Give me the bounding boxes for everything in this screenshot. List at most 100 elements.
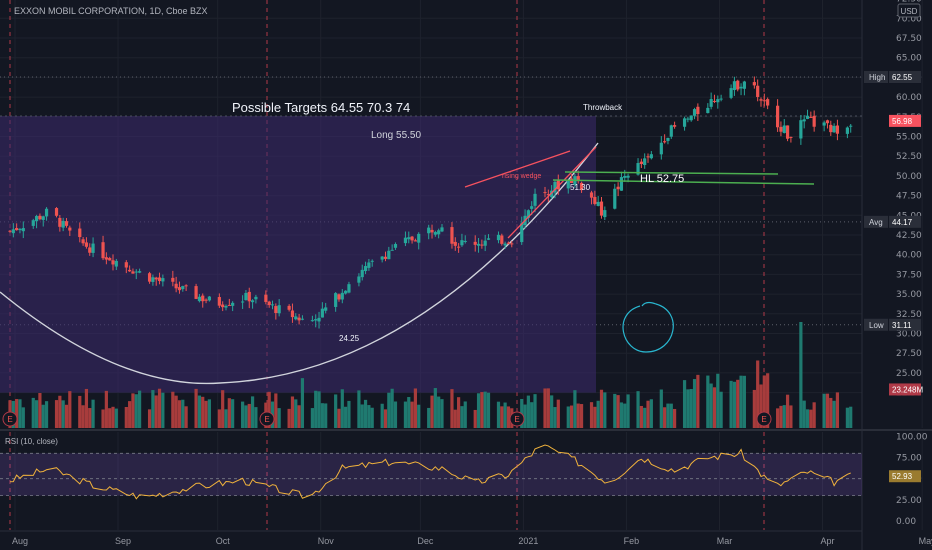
volume-bar	[716, 373, 720, 428]
candle-body	[849, 125, 853, 127]
volume-bar	[486, 392, 491, 428]
candle-body	[277, 305, 281, 314]
volume-bar	[782, 405, 786, 428]
earnings-marker-icon	[756, 411, 772, 427]
candle-body	[476, 243, 481, 246]
volume-bar	[61, 400, 65, 428]
candle-body	[340, 292, 344, 300]
price-tick: 47.50	[896, 192, 922, 202]
candle-body	[669, 125, 673, 137]
candle-body	[403, 237, 408, 244]
candle-body	[344, 290, 348, 294]
currency-badge[interactable]: USD	[897, 3, 921, 18]
candle-body	[626, 175, 630, 178]
volume-bar	[849, 406, 853, 428]
wedge-upper-line	[464, 150, 571, 188]
volume-bar	[31, 397, 35, 428]
candle-body	[174, 283, 178, 289]
candle-body	[244, 292, 248, 301]
volume-bar	[603, 392, 607, 428]
candle-body	[646, 156, 650, 158]
volume-bar	[91, 399, 95, 428]
candle-body	[370, 260, 374, 262]
rsi-label: RSI (10, close)	[5, 437, 58, 446]
candle-body	[104, 257, 108, 260]
candle-body	[782, 125, 786, 133]
candle-body	[506, 242, 511, 244]
volume-bar	[337, 408, 341, 428]
candle-body	[11, 229, 15, 234]
candle-body	[673, 125, 677, 127]
candle-body	[18, 229, 22, 231]
candle-body	[15, 228, 19, 231]
candle-body	[543, 192, 547, 194]
price-tag-bg	[889, 71, 921, 84]
volume-bar	[822, 393, 826, 428]
price-tick: 72.50	[896, 0, 922, 5]
candle-body	[496, 234, 501, 241]
volume-bar	[673, 408, 677, 428]
volume-bar	[68, 391, 72, 428]
candle-body	[430, 229, 434, 233]
candle-body	[410, 236, 414, 241]
candle-body	[835, 125, 840, 134]
volume-bar	[812, 402, 816, 428]
candle-body	[809, 116, 813, 118]
candle-body	[407, 237, 411, 240]
candle-body	[317, 317, 321, 322]
candle-body	[367, 262, 371, 268]
volume-bar	[15, 399, 19, 428]
volume-bar	[706, 375, 710, 428]
candle-body	[576, 176, 580, 182]
rsi-tick: 100.00	[896, 432, 928, 442]
price-tag-name-bg	[864, 318, 888, 331]
volume-bar	[393, 401, 398, 428]
volume-bar	[712, 387, 717, 428]
candle-body	[134, 271, 138, 273]
hl-annotation: HL 52.75	[640, 173, 684, 185]
candle-body	[181, 286, 185, 290]
candle-body	[742, 81, 746, 89]
price-tick: 35.00	[896, 290, 922, 300]
time-label: Nov	[318, 536, 335, 546]
price-tick: 70.00	[896, 14, 922, 24]
candle-body	[526, 210, 530, 218]
volume-bar	[460, 406, 464, 428]
volume-bar	[88, 408, 92, 428]
price-tag-name-bg	[864, 71, 888, 84]
candle-body	[294, 316, 298, 320]
volume-bar	[433, 388, 437, 428]
volume-bar	[566, 406, 570, 428]
candle-body	[334, 293, 338, 307]
volume-bar	[736, 379, 740, 428]
candle-body	[254, 296, 258, 300]
volume-bar	[81, 405, 85, 428]
volume-bar	[450, 389, 454, 428]
volume-bar	[124, 406, 128, 428]
candle-body	[739, 86, 743, 89]
volume-bar	[692, 379, 697, 428]
candle-body	[357, 276, 361, 283]
volume-bar	[779, 405, 783, 428]
volume-bar	[78, 395, 82, 428]
candle-body	[579, 182, 584, 191]
candle-body	[682, 118, 687, 127]
candle-body	[297, 317, 301, 321]
currency-label: USD	[901, 7, 918, 16]
candle-body	[347, 284, 351, 293]
volume-bar	[324, 403, 328, 428]
volume-bar	[523, 404, 527, 428]
candle-body	[231, 302, 235, 306]
candle-body	[643, 158, 647, 166]
rsi-value-bg	[889, 470, 921, 483]
candle-body	[157, 277, 162, 282]
candle-body	[639, 161, 643, 165]
volume-bar	[506, 406, 511, 428]
volume-bar	[367, 405, 371, 428]
volume-bar	[227, 398, 231, 428]
volume-bar	[762, 375, 766, 428]
volume-bar	[473, 409, 477, 428]
candle-body	[314, 319, 318, 321]
